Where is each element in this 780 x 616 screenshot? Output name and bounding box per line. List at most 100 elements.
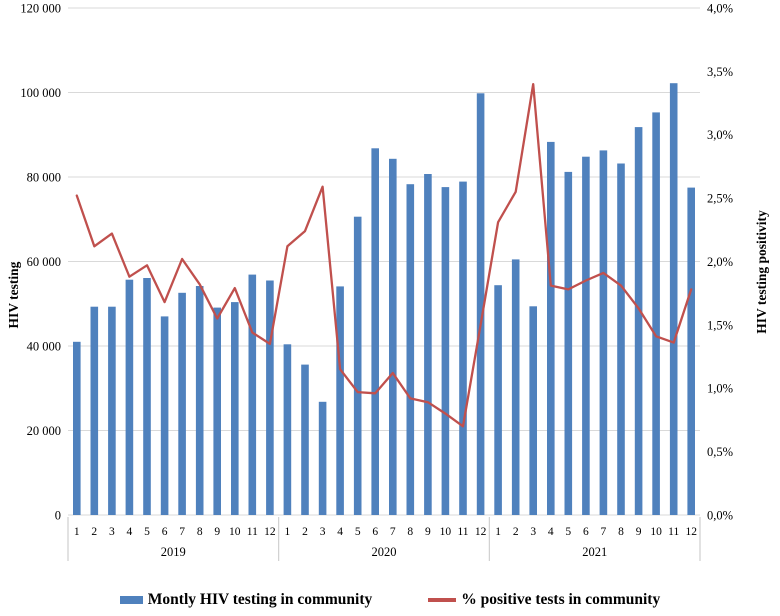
bar-month-5-2021 [564, 171, 573, 515]
left-axis-tick-label: 40 000 [27, 339, 61, 353]
bar-month-1-2021 [494, 285, 502, 515]
month-tick-label: 2 [91, 526, 97, 538]
right-axis-title: HIV testing positivity [754, 210, 769, 334]
month-tick-label: 12 [264, 526, 276, 538]
bar-month-8-2020 [406, 184, 415, 515]
year-tick-label: 2021 [582, 545, 607, 559]
bar-month-8-2021 [617, 163, 625, 515]
bar-month-6-2019 [160, 316, 169, 515]
right-axis-tick-label: 2,5% [707, 191, 733, 205]
bar-month-12-2019 [266, 280, 274, 515]
bar-month-4-2021 [547, 141, 555, 515]
bar-month-6-2021 [582, 156, 590, 515]
month-tick-label: 9 [425, 526, 431, 538]
bar-month-10-2021 [652, 112, 660, 516]
bar-month-9-2021 [634, 127, 643, 515]
month-tick-label: 2 [302, 526, 308, 538]
combo-chart: 0 20 000 40 000 60 000 80 000 100 000 120 000 0… [20, 1, 733, 561]
month-tick-label: 3 [530, 526, 536, 538]
bar-month-11-2021 [669, 83, 678, 515]
line-series-swatch [428, 598, 457, 602]
right-axis-tick-label: 2,0% [707, 255, 733, 269]
left-axis-tick-label: 100 000 [20, 86, 61, 100]
bar-month-7-2020 [389, 158, 397, 516]
month-tick-label: 2 [513, 526, 519, 538]
bar-month-4-2020 [336, 286, 344, 515]
positivity-line [75, 82, 693, 428]
month-tick-label: 8 [618, 526, 624, 538]
month-tick-label: 12 [685, 526, 697, 538]
month-tick-label: 7 [179, 526, 185, 538]
month-tick-label: 5 [144, 526, 150, 538]
right-axis-tick-label: 3,5% [707, 65, 733, 79]
bar-series-swatch [119, 596, 143, 604]
bar-month-3-2020 [318, 401, 327, 515]
month-tick-label: 3 [109, 526, 115, 538]
left-axis-tick-label: 20 000 [27, 424, 61, 438]
month-tick-label: 11 [457, 526, 468, 538]
month-tick-label: 5 [565, 526, 571, 538]
bar-month-9-2020 [424, 174, 432, 515]
chart-legend: Montly HIV testing in community % positi… [0, 591, 780, 609]
month-tick-label: 4 [548, 526, 554, 538]
bar-month-2-2019 [90, 306, 99, 515]
bar-month-11-2020 [459, 181, 467, 515]
bar-month-4-2019 [125, 279, 134, 515]
legend-item-line: % positive tests in community [428, 591, 660, 609]
year-tick-label: 2019 [161, 545, 186, 559]
right-axis-tick-label: 1,5% [707, 318, 733, 332]
month-tick-label: 6 [162, 526, 168, 538]
month-tick-label: 1 [74, 526, 80, 538]
right-axis-tick-label: 1,0% [707, 382, 733, 396]
month-tick-label: 9 [214, 526, 220, 538]
bar-month-10-2020 [441, 187, 450, 515]
month-tick-label: 3 [320, 526, 326, 538]
month-tick-label: 6 [372, 526, 378, 538]
month-tick-label: 7 [601, 526, 607, 538]
bar-month-5-2019 [143, 278, 151, 515]
bar-month-12-2021 [687, 187, 695, 515]
right-axis-tick-label: 0,5% [707, 445, 733, 459]
line-series-label: % positive tests in community [461, 591, 661, 608]
month-tick-label: 1 [285, 526, 291, 538]
month-tick-label: 10 [650, 526, 662, 538]
right-axis-tick-label: 0,0% [707, 508, 733, 522]
month-tick-label: 9 [636, 526, 642, 538]
bar-month-11-2019 [248, 274, 257, 515]
month-tick-label: 8 [197, 526, 203, 538]
bar-month-3-2021 [529, 306, 537, 515]
bar-series-label: Montly HIV testing in community [147, 591, 373, 608]
month-tick-label: 8 [407, 526, 413, 538]
bar-month-9-2019 [213, 307, 221, 515]
bar-month-2-2021 [511, 259, 520, 515]
legend-item-bar: Montly HIV testing in community [119, 591, 373, 609]
left-axis-title: HIV testing [6, 261, 21, 329]
bar-month-7-2021 [599, 150, 608, 515]
left-axis-tick-label: 80 000 [27, 170, 61, 184]
month-tick-label: 10 [440, 526, 452, 538]
month-tick-label: 6 [583, 526, 589, 538]
month-tick-label: 1 [495, 526, 501, 538]
bar-month-6-2020 [371, 148, 379, 516]
bar-month-1-2019 [73, 341, 81, 515]
left-axis-tick-label: 120 000 [20, 1, 61, 15]
left-axis-tick-label: 0 [55, 508, 61, 522]
month-tick-label: 11 [668, 526, 679, 538]
year-tick-label: 2020 [372, 545, 397, 559]
bar-month-1-2020 [283, 344, 292, 515]
month-tick-label: 7 [390, 526, 396, 538]
bar-month-5-2020 [353, 216, 362, 515]
month-tick-label: 5 [355, 526, 361, 538]
bar-month-2-2020 [301, 364, 309, 515]
left-axis-tick-label: 60 000 [27, 255, 61, 269]
right-axis-tick-label: 3,0% [707, 128, 733, 142]
right-axis-tick-label: 4,0% [707, 1, 733, 15]
month-tick-label: 12 [475, 526, 487, 538]
bar-month-3-2019 [108, 306, 116, 515]
month-tick-label: 11 [247, 526, 258, 538]
bar-month-10-2019 [231, 302, 239, 515]
bar-month-12-2020 [476, 93, 485, 516]
month-tick-label: 4 [127, 526, 133, 538]
bar-month-8-2019 [195, 286, 204, 515]
